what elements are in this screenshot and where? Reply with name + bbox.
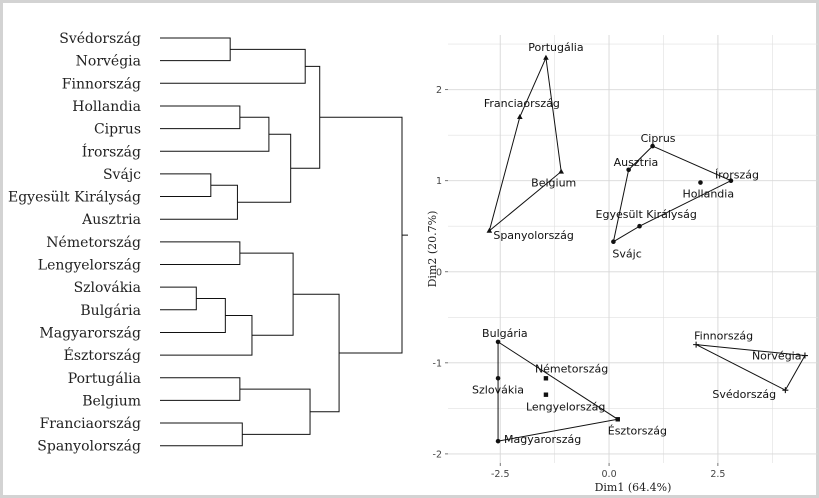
point-ciprus (650, 143, 655, 149)
point-label-irorszag: Írország (715, 169, 759, 182)
point-hollandia (698, 180, 703, 185)
cluster-hull-3 (497, 340, 620, 442)
point-label-portugalia: Portugália (528, 41, 583, 54)
point-ausztria (626, 167, 631, 173)
point-label-svajc: Svájc (612, 248, 641, 261)
point-label-norvegia: Norvégia (752, 350, 802, 363)
dendrogram-link-root (319, 116, 403, 354)
dendrogram-link-h1 (160, 105, 241, 130)
point-label-lengyelorszag: Lengyelország (526, 401, 605, 414)
point-belgium (558, 168, 564, 174)
point-norvegia (801, 352, 808, 359)
dendrogram-label-esztorszag: Észtország (64, 346, 141, 364)
dendrogram-link-sbm (160, 297, 226, 333)
point-label-egyesult-kiralysag: Egyesült Királyság (596, 208, 697, 221)
cluster-hull-2 (612, 145, 733, 243)
point-lengyelorszag (543, 392, 549, 397)
point-nemetorszag (543, 376, 549, 381)
dendrogram-link-sbme (160, 314, 253, 356)
point-label-bulgaria: Bulgária (482, 327, 528, 340)
x-tick-label: 2.5 (710, 469, 725, 480)
point-label-nemetorszag: Németország (535, 362, 608, 375)
point-label-belgium: Belgium (531, 177, 576, 190)
dendrogram-link-w1 (160, 173, 212, 198)
dendrogram-label-spanyolorszag: Spanyolország (37, 439, 141, 455)
dendrogram-label-portugalia: Portugália (68, 371, 141, 387)
point-label-finnorszag: Finnország (694, 330, 753, 343)
dendrogram-link-hw (237, 133, 292, 203)
dendrogram-label-norvegia: Norvégia (76, 54, 141, 70)
dendrogram-link-ep (293, 293, 340, 413)
x-tick-label: -2.5 (491, 469, 510, 480)
dendrogram-label-ciprus: Ciprus (94, 122, 141, 138)
dendrogram-label-bulgaria: Bulgária (80, 303, 141, 319)
point-franciaorszag (517, 113, 523, 119)
dendrogram-link-s2 (160, 48, 306, 84)
dendrogram-label-lengyelorszag: Lengyelország (38, 258, 141, 274)
point-svajc (611, 239, 616, 245)
y-tick-label: 2 (436, 85, 442, 96)
point-egyesult-kiralysag (637, 223, 642, 229)
dendrogram-label-hollandia: Hollandia (72, 99, 141, 115)
point-label-ausztria: Ausztria (614, 156, 659, 169)
dendrogram-label-franciaorszag: Franciaország (40, 416, 141, 432)
dendrogram-link-fs (160, 422, 243, 447)
dendrogram-label-svedorszag: Svédország (59, 31, 141, 47)
point-label-spanyolorszag: Spanyolország (493, 229, 573, 242)
dendrogram-label-egyesult-kiralysag: Egyesült Királyság (8, 190, 141, 206)
point-label-ciprus: Ciprus (641, 132, 676, 145)
point-spanyolorszag (486, 227, 493, 233)
point-label-svedorszag: Svédország (712, 388, 776, 401)
point-magyarorszag (495, 438, 501, 444)
point-label-magyarorszag: Magyarország (504, 433, 581, 446)
dendrogram-label-ausztria: Ausztria (81, 212, 141, 228)
dendrogram-link-gl (160, 241, 241, 265)
point-esztorszag (615, 417, 620, 422)
dendrogram-link-p (239, 388, 311, 435)
dendrogram-label-magyarorszag: Magyarország (39, 325, 141, 341)
cluster-scatter-plot: -2.5 0.0 2.5 -2 -1 0 1 2 Dim1 (64.4%) Dim2 (20.7%… (426, 35, 818, 494)
point-szlovakia (495, 376, 501, 381)
point-label-esztorszag: Észtország (608, 424, 667, 437)
dendrogram-label-irorszag: Írország (82, 142, 141, 160)
y-axis-title: Dim2 (20.7%) (426, 211, 439, 288)
cluster-hull-4 (695, 344, 806, 391)
dendrogram-link-e (239, 252, 294, 336)
x-axis-title: Dim1 (64.4%) (595, 481, 672, 494)
point-bulgaria (495, 339, 501, 345)
y-tick-label: -2 (433, 449, 442, 460)
dendrogram-label-finnorszag: Finnország (62, 76, 141, 92)
dendrogram-link-pb (160, 377, 241, 401)
x-tick-label: 0.0 (602, 469, 617, 480)
y-tick-label: -1 (433, 358, 442, 369)
dendrogram-label-szlovakia: Szlovákia (74, 280, 141, 296)
point-label-szlovakia: Szlovákia (472, 383, 524, 396)
dendrogram-link-w2 (160, 184, 238, 220)
point-svedorszag (782, 387, 789, 394)
point-label-hollandia: Hollandia (682, 188, 734, 201)
point-portugalia (543, 54, 549, 60)
dendrogram-label-nemetorszag: Németország (46, 235, 141, 251)
point-finnorszag (693, 341, 700, 348)
point-label-franciaorszag: Franciaország (484, 97, 560, 110)
dendrogram-link-s1 (160, 37, 231, 62)
y-tick-label: 0 (436, 267, 442, 278)
dendrogram-link-h2 (160, 116, 270, 152)
dendrogram-label-svajc: Svájc (103, 167, 141, 183)
y-tick-label: 1 (436, 176, 442, 187)
dendrogram-link-sb (160, 286, 197, 311)
dendrogram-label-belgium: Belgium (82, 393, 141, 409)
point-irorszag (728, 178, 734, 184)
dendrogram: Svédország Norvégia Finnország Hollandia Cip… (8, 31, 408, 455)
